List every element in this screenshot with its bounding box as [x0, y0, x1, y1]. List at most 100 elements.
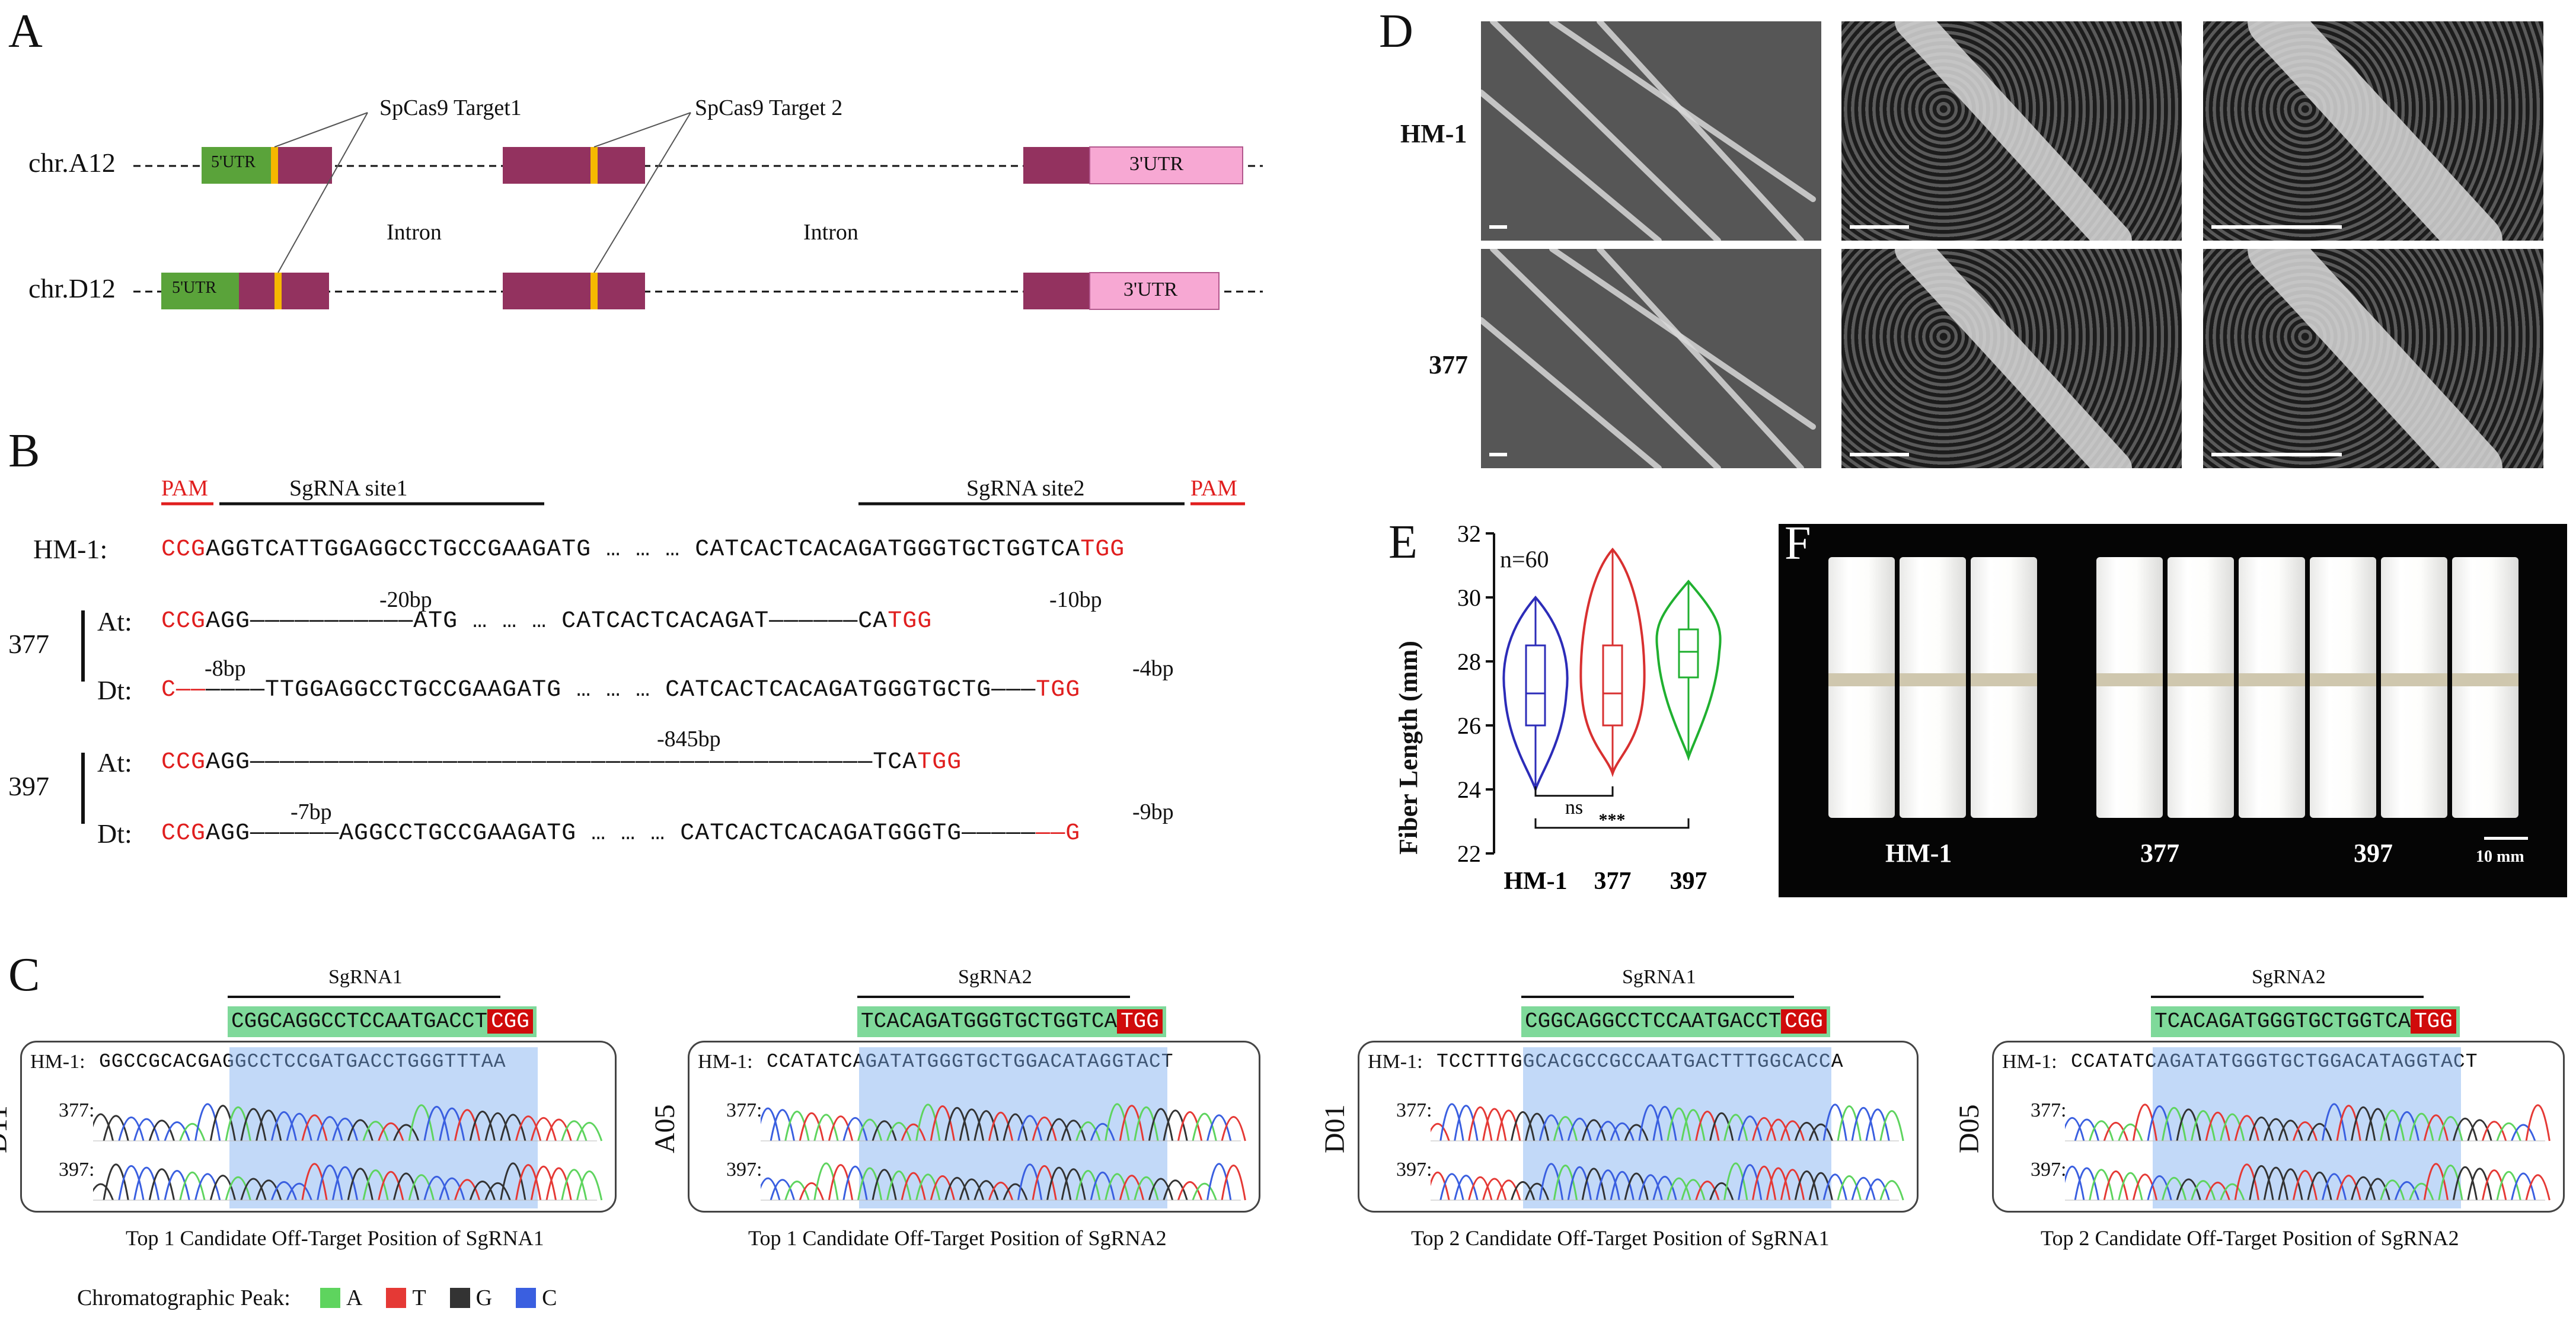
trace-label: 397: [2031, 1159, 2067, 1181]
chr-d12-label: chr.D12 [28, 273, 116, 303]
a12-exon3 [1023, 147, 1090, 184]
intron-label-2: Intron [803, 220, 858, 245]
legend-swatch-t [386, 1288, 407, 1308]
r377-at-seq: CCGAGG———————————ATG … … … CATCACTCACAGA… [161, 608, 933, 635]
sgrna-name: SgRNA1 [1622, 966, 1696, 988]
legend-title: Chromatographic Peak: [77, 1285, 291, 1310]
d12-utr3 [1089, 272, 1220, 310]
target2-label: SpCas9 Target 2 [695, 95, 843, 120]
r397-at-seq: CCGAGG——————————————————————————————————… [161, 749, 962, 776]
trace-label: 397: [1396, 1159, 1432, 1181]
sgrna-site1-label: SgRNA site1 [289, 476, 408, 501]
chr-a12-label: chr.A12 [28, 148, 116, 178]
sgrna-name: SgRNA2 [958, 966, 1032, 988]
d12-exon3 [1023, 273, 1090, 309]
sem-scale-bar [1850, 453, 1909, 456]
sem-scale-bar [1489, 225, 1507, 229]
a12-utr5-text: 5'UTR [211, 153, 256, 171]
offtarget-caption: Top 1 Candidate Off-Target Position of S… [126, 1226, 544, 1250]
r397-at-name: At: [97, 747, 132, 778]
violin-397 [1655, 579, 1722, 762]
panel-f-label: F [1785, 517, 1811, 570]
sig-bracket-star [1534, 818, 1690, 829]
sgrna-sequence: CGGCAGGCCTCCAATGACCT CGG [1521, 1006, 1830, 1037]
a12-target1-mark [271, 147, 278, 184]
r377-dt-seq: C——————TTGGAGGCCTGCCGAAGATG … … … CATCAC… [161, 677, 1081, 703]
intron-label-1: Intron [387, 220, 442, 245]
fiber-bundle [1828, 557, 1895, 818]
sgrna-sequence: TCACAGATGGGTGCTGGTCA TGG [2151, 1006, 2460, 1037]
r377-at-name: At: [97, 606, 132, 637]
sem-row2-label: 377 [1429, 350, 1468, 379]
fiber-bundle [2381, 557, 2447, 818]
sgrna-sequence: TCACAGATGGGTGCTGGTCA TGG [857, 1006, 1166, 1037]
photo-label-hm1: HM-1 [1885, 839, 1952, 868]
panel-c-label: C [8, 949, 40, 1001]
violin-377 [1579, 547, 1646, 778]
y-tick-label: 24 [1457, 776, 1481, 803]
panel-b-lines [81, 502, 1245, 824]
hm1-sequence: GGCCGCACGAGGCCTCCGATGACCTGGGTTTAA [99, 1051, 506, 1073]
photo-label-397: 397 [2354, 839, 2393, 868]
d12-utr3-text: 3'UTR [1123, 279, 1178, 300]
trace-label: 377: [1396, 1099, 1432, 1121]
panel-e-label: E [1388, 516, 1418, 568]
x-tick-label: 377 [1594, 868, 1632, 895]
r397-dt-seq: CCGAGG——————AGGCCTGCCGAAGATG … … … CATCA… [161, 820, 1081, 847]
sem-scale-bar [2211, 225, 2342, 229]
hm1-label: HM-1: [2002, 1051, 2057, 1073]
target1-line-a [274, 112, 368, 148]
scale-bar [2484, 837, 2528, 840]
y-tick-label: 26 [1457, 712, 1481, 739]
x-tick-label: 397 [1670, 868, 1707, 895]
fiber-bundle [2310, 557, 2376, 818]
chromatogram-traces [761, 1103, 1246, 1201]
sig-ns: ns [1565, 797, 1583, 818]
sem-scale-bar [1850, 225, 1909, 229]
d12-exon1 [239, 273, 329, 309]
chromatogram-frame: HM-1: CCATATCAGATATGGGTGCTGGACATAGGTACT 37… [1992, 1041, 2565, 1213]
sem-image-r1-c3 [2203, 21, 2543, 241]
hm1-row-name: HM-1: [33, 534, 108, 564]
sgrna-sequence: CGGCAGGCCTCCAATGACCT CGG [228, 1006, 537, 1037]
sgrna-highlight [1523, 1047, 1831, 1208]
r397-dt-del2: -9bp [1132, 799, 1174, 824]
hm1-sequence: TCCTTTGGCACGCCGCCAATGACTTTGGCACCA [1437, 1051, 1844, 1073]
hm1-label: HM-1: [1368, 1051, 1423, 1073]
chromatogram-frame: HM-1: GGCCGCACGAGGCCTCCGATGACCTGGGTTTAA 37… [20, 1041, 617, 1213]
line-397-label: 397 [8, 771, 49, 801]
sgrna-bar [228, 996, 500, 998]
sig-bracket-ns [1534, 786, 1614, 797]
legend-swatch-g [449, 1288, 470, 1308]
hm1-label: HM-1: [30, 1051, 85, 1073]
target1-label: SpCas9 Target1 [379, 95, 522, 120]
legend-swatch-c [516, 1288, 537, 1308]
chromatogram-frame: HM-1: TCCTTTGGCACGCCGCCAATGACTTTGGCACCA 37… [1358, 1041, 1919, 1213]
r377-dt-del2: -4bp [1132, 656, 1174, 681]
pam-label-right: PAM [1190, 476, 1237, 501]
chromosome-label: D11 [0, 1105, 13, 1153]
sgrna-bar [1521, 996, 1794, 998]
violin-hm-1 [1502, 595, 1569, 794]
sem-image-r2-c2 [1841, 249, 2182, 468]
panel-a-label: A [8, 5, 43, 57]
sem-image-r2-c1 [1481, 249, 1821, 468]
fiber-bundle [2452, 557, 2518, 818]
sgrna-site2-label: SgRNA site2 [966, 476, 1085, 501]
offtarget-caption: Top 2 Candidate Off-Target Position of S… [1411, 1226, 1830, 1250]
y-tick-label: 30 [1457, 584, 1481, 611]
photo-label-377: 377 [2140, 839, 2179, 868]
target1-line-d [277, 112, 368, 273]
hm1-row-seq: CCGAGGTCATTGGAGGCCTGCCGAAGATG … … … CATC… [161, 536, 1125, 563]
hm1-sequence: CCATATCAGATATGGGTGCTGGACATAGGTACT [767, 1051, 1174, 1073]
chromatogram-traces [2065, 1103, 2551, 1201]
sem-row1-label: HM-1 [1400, 119, 1467, 148]
line-377-label: 377 [8, 629, 49, 659]
legend-label: T [412, 1285, 426, 1310]
r377-at-del1: -20bp [379, 587, 432, 612]
sig-stars: *** [1599, 810, 1626, 830]
sgrna-name: SgRNA1 [328, 966, 403, 988]
sem-image-r2-c3 [2203, 249, 2543, 468]
chromosome-label: D01 [1319, 1104, 1351, 1153]
